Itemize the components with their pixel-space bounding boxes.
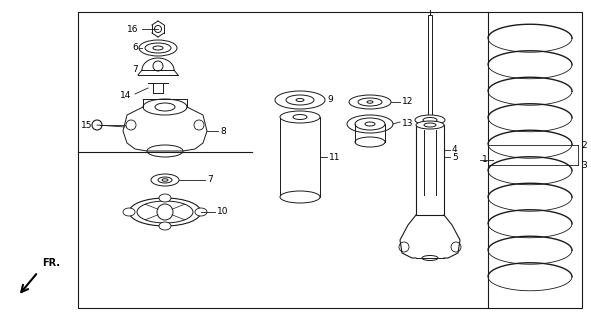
- Ellipse shape: [424, 123, 436, 127]
- Ellipse shape: [355, 137, 385, 147]
- Ellipse shape: [159, 222, 171, 230]
- Ellipse shape: [423, 117, 437, 123]
- Ellipse shape: [123, 208, 135, 216]
- Text: 4: 4: [452, 146, 457, 155]
- Ellipse shape: [139, 40, 177, 56]
- Circle shape: [126, 120, 136, 130]
- Ellipse shape: [275, 91, 325, 109]
- Ellipse shape: [280, 111, 320, 123]
- Ellipse shape: [143, 99, 187, 115]
- Ellipse shape: [155, 103, 175, 111]
- Ellipse shape: [349, 95, 391, 109]
- Text: 9: 9: [327, 95, 333, 105]
- Circle shape: [194, 120, 204, 130]
- Text: 10: 10: [217, 207, 229, 217]
- Ellipse shape: [296, 99, 304, 101]
- Circle shape: [399, 242, 409, 252]
- Bar: [416, 125, 444, 215]
- Circle shape: [92, 120, 102, 130]
- Text: FR.: FR.: [42, 258, 60, 268]
- Ellipse shape: [347, 115, 393, 133]
- Text: 2: 2: [581, 140, 587, 149]
- Text: 15: 15: [80, 121, 92, 130]
- Ellipse shape: [415, 115, 445, 125]
- Ellipse shape: [145, 43, 171, 53]
- Ellipse shape: [286, 95, 314, 105]
- Text: 5: 5: [452, 153, 458, 162]
- Ellipse shape: [293, 115, 307, 119]
- Bar: [280, 117, 320, 197]
- Ellipse shape: [422, 255, 438, 260]
- Text: 7: 7: [207, 175, 213, 185]
- Text: 12: 12: [402, 98, 413, 107]
- Ellipse shape: [195, 208, 207, 216]
- Text: 8: 8: [220, 126, 226, 135]
- Ellipse shape: [355, 118, 385, 130]
- Text: 7: 7: [132, 66, 138, 75]
- Ellipse shape: [129, 198, 201, 226]
- Ellipse shape: [365, 122, 375, 126]
- Ellipse shape: [153, 46, 163, 50]
- Text: 3: 3: [581, 161, 587, 170]
- Circle shape: [153, 61, 163, 71]
- Text: 16: 16: [126, 25, 138, 34]
- Bar: [428, 15, 432, 125]
- Ellipse shape: [151, 174, 179, 186]
- Ellipse shape: [358, 98, 382, 106]
- Text: 11: 11: [329, 153, 340, 162]
- Circle shape: [451, 242, 461, 252]
- Text: 1: 1: [482, 156, 488, 164]
- Text: 13: 13: [402, 119, 414, 129]
- Ellipse shape: [158, 177, 172, 183]
- Ellipse shape: [280, 191, 320, 203]
- Circle shape: [157, 204, 173, 220]
- Ellipse shape: [367, 101, 373, 103]
- Ellipse shape: [137, 201, 193, 223]
- Ellipse shape: [159, 194, 171, 202]
- Text: 6: 6: [132, 44, 138, 52]
- Circle shape: [154, 26, 161, 33]
- Ellipse shape: [416, 121, 444, 129]
- Text: 14: 14: [119, 91, 131, 100]
- Ellipse shape: [162, 179, 168, 181]
- Ellipse shape: [147, 145, 183, 157]
